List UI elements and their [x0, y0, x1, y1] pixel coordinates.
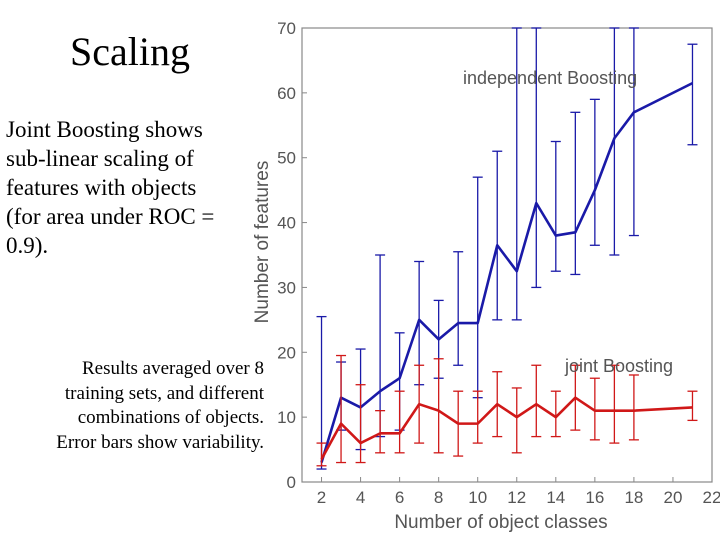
y-tick-label: 50 — [277, 149, 296, 168]
x-tick-label: 22 — [703, 488, 720, 507]
x-tick-label: 12 — [507, 488, 526, 507]
y-tick-label: 10 — [277, 408, 296, 427]
series-line — [320, 81, 694, 463]
x-tick-label: 20 — [663, 488, 682, 507]
x-ticks: 2 4 6 8 10 12 14 16 18 20 22 — [317, 477, 720, 507]
x-tick-label: 16 — [585, 488, 604, 507]
y-tick-label: 40 — [277, 214, 296, 233]
plot-frame — [301, 27, 713, 483]
x-tick-label: 8 — [434, 488, 443, 507]
series-1 — [316, 354, 698, 467]
y-axis-label: Number of features — [252, 161, 273, 324]
x-tick-label: 10 — [468, 488, 487, 507]
y-tick-label: 70 — [277, 19, 296, 38]
series-line — [320, 396, 693, 460]
y-tick-label: 0 — [287, 473, 296, 492]
x-tick-label: 18 — [624, 488, 643, 507]
y-tick-label: 20 — [277, 343, 296, 362]
series-label-independent: independent Boosting — [463, 68, 637, 88]
y-ticks: 0 10 20 30 40 50 60 70 — [277, 19, 307, 492]
main-description: Joint Boosting shows sub-linear scaling … — [6, 117, 215, 258]
series-label-joint: joint Boosting — [564, 356, 673, 376]
results-note: Results averaged over 8 training sets, a… — [56, 358, 264, 453]
y-tick-label: 30 — [277, 278, 296, 297]
x-tick-label: 2 — [317, 488, 326, 507]
series-layer — [316, 27, 698, 470]
x-tick-label: 4 — [356, 488, 365, 507]
plot-area — [301, 27, 713, 483]
y-tick-label: 60 — [277, 84, 296, 103]
x-axis-label: Number of object classes — [394, 512, 607, 533]
x-tick-label: 14 — [546, 488, 565, 507]
slide-title: Scaling — [70, 29, 190, 74]
series-0 — [316, 27, 698, 470]
x-tick-label: 6 — [395, 488, 404, 507]
